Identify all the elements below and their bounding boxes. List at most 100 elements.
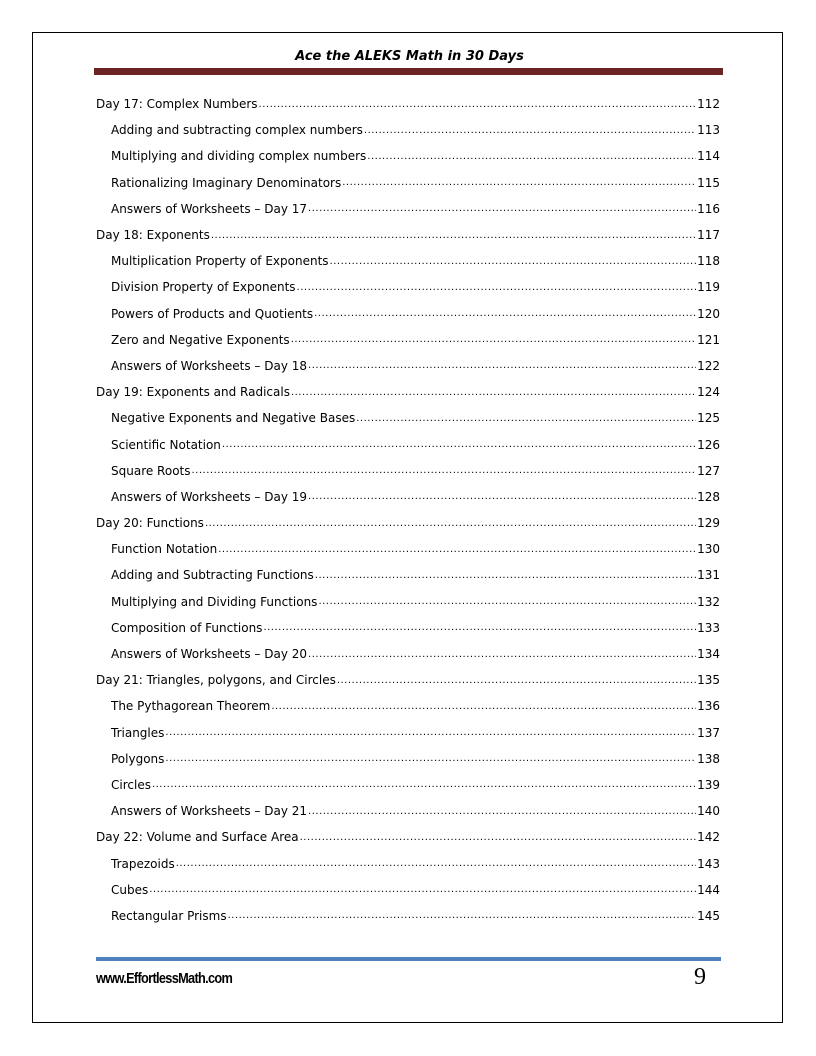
footer-website: www.EffortlessMath.com — [96, 970, 233, 987]
toc-entry-title: Cubes — [111, 882, 149, 897]
toc-section-entry[interactable]: Division Property of Exponents 119 — [96, 274, 720, 300]
toc-chapter-entry[interactable]: Day 22: Volume and Surface Area 142 — [96, 824, 720, 850]
toc-section-entry[interactable]: Multiplying and dividing complex numbers… — [96, 143, 720, 169]
toc-entry-page: 122 — [697, 358, 720, 373]
toc-entry-page: 113 — [697, 123, 720, 138]
toc-entry-title: Scientific Notation — [111, 437, 221, 452]
dot-leader — [330, 256, 697, 267]
toc-entry-title: Answers of Worksheets – Day 21 — [111, 804, 308, 819]
toc-entry-page: 127 — [697, 463, 720, 478]
toc-section-entry[interactable]: Polygons 138 — [96, 746, 720, 772]
dot-leader — [165, 753, 696, 764]
toc-entry-page: 119 — [697, 280, 720, 295]
dot-leader — [211, 230, 696, 241]
toc-entry-title: Trapezoids — [111, 856, 175, 871]
toc-entry-title: Multiplying and dividing complex numbers — [111, 149, 367, 164]
toc-section-entry[interactable]: Scientific Notation 126 — [96, 431, 720, 457]
toc-entry-title: Rationalizing Imaginary Denominators — [111, 175, 342, 190]
page-border — [32, 32, 783, 1023]
toc-entry-title: Negative Exponents and Negative Bases — [111, 411, 356, 426]
toc-section-entry[interactable]: Trapezoids 143 — [96, 850, 720, 876]
toc-section-entry[interactable]: Adding and subtracting complex numbers 11… — [96, 117, 720, 143]
toc-section-entry[interactable]: Function Notation 130 — [96, 536, 720, 562]
toc-chapter-entry[interactable]: Day 21: Triangles, polygons, and Circles… — [96, 667, 720, 693]
dot-leader — [308, 360, 696, 371]
toc-section-entry[interactable]: Answers of Worksheets – Day 17 116 — [96, 196, 720, 222]
toc-entry-title: Function Notation — [111, 542, 218, 557]
toc-entry-page: 135 — [697, 673, 720, 688]
toc-entry-page: 133 — [697, 620, 720, 635]
toc-entry-title: Adding and subtracting complex numbers — [111, 123, 363, 138]
dot-leader — [259, 99, 697, 110]
toc-entry-title: Composition of Functions — [111, 620, 263, 635]
toc-section-entry[interactable]: Rationalizing Imaginary Denominators 115 — [96, 170, 720, 196]
toc-entry-title: Day 18: Exponents — [96, 228, 210, 243]
toc-section-entry[interactable]: Answers of Worksheets – Day 21 140 — [96, 798, 720, 824]
dot-leader — [308, 806, 696, 817]
toc-entry-page: 125 — [697, 411, 720, 426]
toc-entry-title: The Pythagorean Theorem — [111, 699, 271, 714]
toc-entry-title: Division Property of Exponents — [111, 280, 296, 295]
dot-leader — [222, 439, 696, 450]
dot-leader — [228, 910, 697, 921]
toc-entry-page: 139 — [697, 777, 720, 792]
toc-entry-page: 126 — [697, 437, 720, 452]
toc-entry-title: Answers of Worksheets – Day 20 — [111, 647, 308, 662]
toc-section-entry[interactable]: Triangles 137 — [96, 720, 720, 746]
toc-entry-page: 117 — [697, 228, 720, 243]
toc-section-entry[interactable]: Negative Exponents and Negative Bases 125 — [96, 405, 720, 431]
toc-section-entry[interactable]: Adding and Subtracting Functions 131 — [96, 562, 720, 588]
toc-chapter-entry[interactable]: Day 17: Complex Numbers 112 — [96, 91, 720, 117]
toc-entry-page: 120 — [697, 306, 720, 321]
toc-section-entry[interactable]: Multiplying and Dividing Functions 132 — [96, 589, 720, 615]
dot-leader — [337, 675, 696, 686]
toc-entry-title: Answers of Worksheets – Day 18 — [111, 358, 308, 373]
toc-entry-page: 118 — [697, 254, 720, 269]
toc-section-entry[interactable]: Answers of Worksheets – Day 19 128 — [96, 484, 720, 510]
dot-leader — [315, 570, 696, 581]
toc-entry-title: Multiplication Property of Exponents — [111, 254, 329, 269]
dot-leader — [218, 544, 696, 555]
toc-entry-title: Day 20: Functions — [96, 516, 204, 531]
toc-entry-page: 116 — [697, 201, 720, 216]
toc-chapter-entry[interactable]: Day 19: Exponents and Radicals 124 — [96, 379, 720, 405]
toc-section-entry[interactable]: Powers of Products and Quotients 120 — [96, 301, 720, 327]
toc-section-entry[interactable]: Composition of Functions 133 — [96, 615, 720, 641]
toc-section-entry[interactable]: Cubes 144 — [96, 877, 720, 903]
toc-entry-title: Zero and Negative Exponents — [111, 332, 290, 347]
toc-entry-page: 112 — [697, 97, 720, 112]
toc-section-entry[interactable]: Answers of Worksheets – Day 18 122 — [96, 353, 720, 379]
toc-entry-page: 114 — [697, 149, 720, 164]
toc-section-entry[interactable]: Rectangular Prisms 145 — [96, 903, 720, 929]
toc-entry-title: Square Roots — [111, 463, 191, 478]
toc-entry-page: 128 — [697, 489, 720, 504]
toc-section-entry[interactable]: Circles 139 — [96, 772, 720, 798]
toc-entry-page: 134 — [697, 647, 720, 662]
toc-section-entry[interactable]: Square Roots 127 — [96, 458, 720, 484]
toc-section-entry[interactable]: Answers of Worksheets – Day 20 134 — [96, 641, 720, 667]
toc-section-entry[interactable]: The Pythagorean Theorem 136 — [96, 693, 720, 719]
dot-leader — [291, 334, 696, 345]
toc-chapter-entry[interactable]: Day 20: Functions 129 — [96, 510, 720, 536]
dot-leader — [308, 491, 696, 502]
toc-section-entry[interactable]: Multiplication Property of Exponents 118 — [96, 248, 720, 274]
dot-leader — [300, 832, 696, 843]
toc-entry-page: 145 — [697, 908, 720, 923]
running-header-title: Ace the ALEKS Math in 30 Days — [295, 49, 524, 64]
toc-entry-title: Polygons — [111, 751, 165, 766]
dot-leader — [271, 701, 696, 712]
dot-leader — [291, 387, 696, 398]
toc-entry-page: 115 — [697, 175, 720, 190]
toc-entry-title: Day 17: Complex Numbers — [96, 97, 258, 112]
toc-entry-title: Circles — [111, 777, 151, 792]
toc-entry-page: 129 — [697, 516, 720, 531]
dot-leader — [152, 779, 696, 790]
toc-entry-title: Answers of Worksheets – Day 19 — [111, 489, 308, 504]
toc-section-entry[interactable]: Zero and Negative Exponents 121 — [96, 327, 720, 353]
dot-leader — [318, 596, 696, 607]
toc-entry-page: 130 — [697, 542, 720, 557]
toc-chapter-entry[interactable]: Day 18: Exponents 117 — [96, 222, 720, 248]
toc-entry-page: 132 — [697, 594, 720, 609]
footer-rule — [96, 957, 721, 961]
toc-entry-title: Day 22: Volume and Surface Area — [96, 830, 299, 845]
